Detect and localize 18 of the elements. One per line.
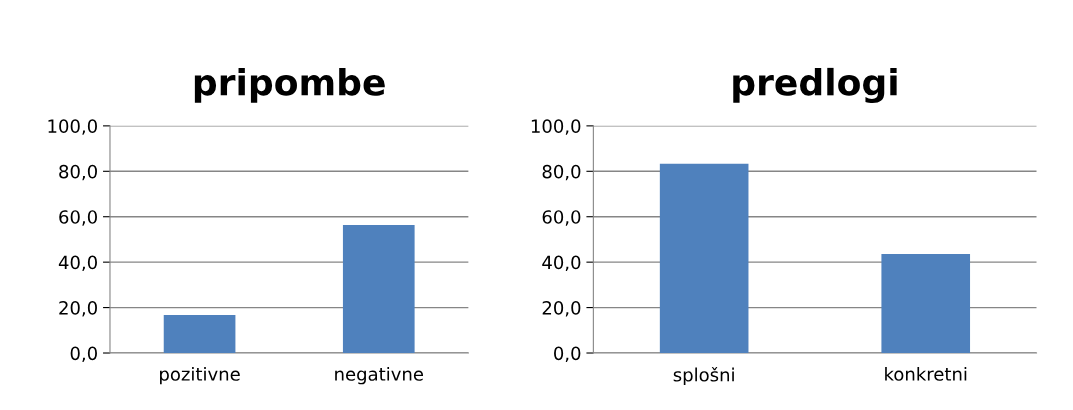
chart-title: predlogi [733,67,897,104]
y-tick-label: 40,0 [542,255,581,272]
x-tick-label: splošni [673,366,734,386]
y-tick-label: 100,0 [48,119,97,135]
y-tick-label: 40,0 [58,255,97,272]
chart-title: pripombe [194,67,385,103]
y-tick-label: 80,0 [542,164,581,181]
y-tick-label: 60,0 [542,210,581,226]
y-tick-label: 100,0 [531,119,581,135]
y-tick-label: 0,0 [554,346,581,362]
x-tick-label: pozitivne [160,366,240,385]
x-tick-label: negativne [335,366,424,385]
y-tick-label: 60,0 [59,210,97,226]
y-tick-label: 20,0 [59,301,97,317]
y-tick-label: 20,0 [542,301,581,317]
y-tick-label: 80,0 [59,164,97,181]
y-tick-label: 0,0 [70,346,97,362]
x-tick-label: konkretni [885,366,967,381]
